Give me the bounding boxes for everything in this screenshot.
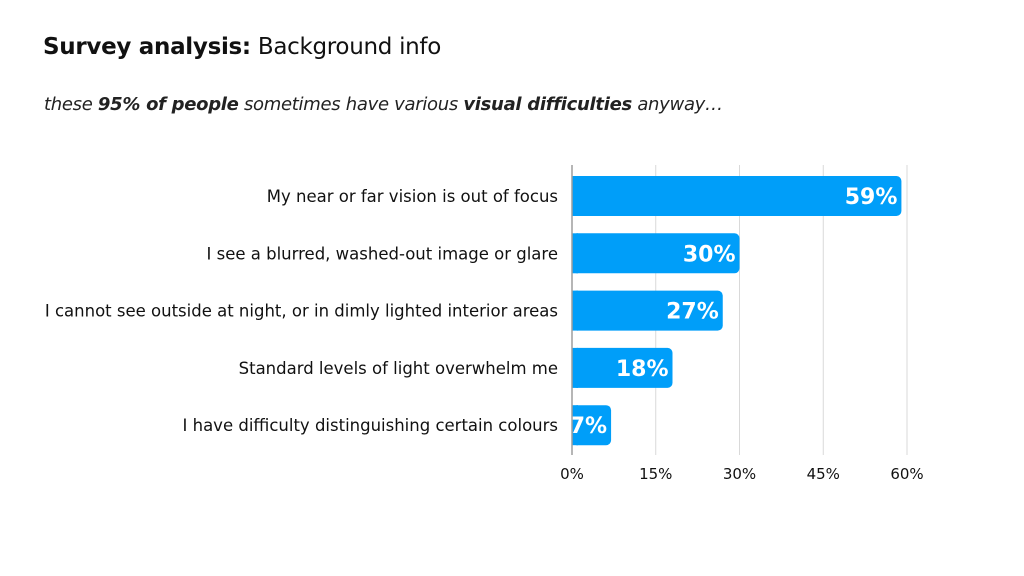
data-label: 18%	[616, 357, 669, 382]
bar	[572, 233, 740, 274]
category-label: I cannot see outside at night, or in dim…	[45, 302, 558, 321]
category-label: My near or far vision is out of focus	[267, 187, 558, 206]
bar-square-edge	[572, 233, 578, 274]
x-tick-label: 0%	[560, 465, 584, 483]
category-label: I have difficulty distinguishing certain…	[183, 416, 559, 435]
subtitle-part: sometimes have various	[238, 94, 464, 115]
x-tick-label: 60%	[890, 465, 923, 483]
data-label: 59%	[845, 185, 898, 210]
subtitle-part: anyway…	[631, 94, 723, 115]
bar	[572, 290, 723, 331]
subtitle: these 95% of people sometimes have vario…	[44, 94, 723, 115]
bar-square-edge	[572, 176, 578, 216]
category-label: I see a blurred, washed-out image or gla…	[207, 244, 558, 263]
subtitle-part: visual difficulties	[463, 94, 632, 115]
bar	[572, 347, 673, 388]
bar	[572, 176, 902, 216]
category-label: Standard levels of light overwhelm me	[239, 359, 558, 378]
title-normal: Background info	[250, 34, 442, 60]
x-tick-label: 30%	[723, 465, 756, 483]
title-bold: Survey analysis:	[43, 34, 251, 60]
bar-square-edge	[572, 290, 578, 331]
subtitle-part: these	[44, 94, 98, 115]
data-label: 7%	[570, 414, 607, 439]
data-label: 30%	[683, 242, 736, 267]
bar-square-edge	[572, 405, 578, 446]
bar-square-edge	[572, 347, 578, 388]
data-label: 27%	[666, 300, 719, 325]
subtitle-part: 95% of people	[97, 94, 239, 115]
x-tick-label: 15%	[639, 465, 672, 483]
bar	[572, 405, 612, 446]
x-tick-label: 45%	[807, 465, 840, 483]
page-title: Survey analysis: Background info	[43, 34, 441, 60]
